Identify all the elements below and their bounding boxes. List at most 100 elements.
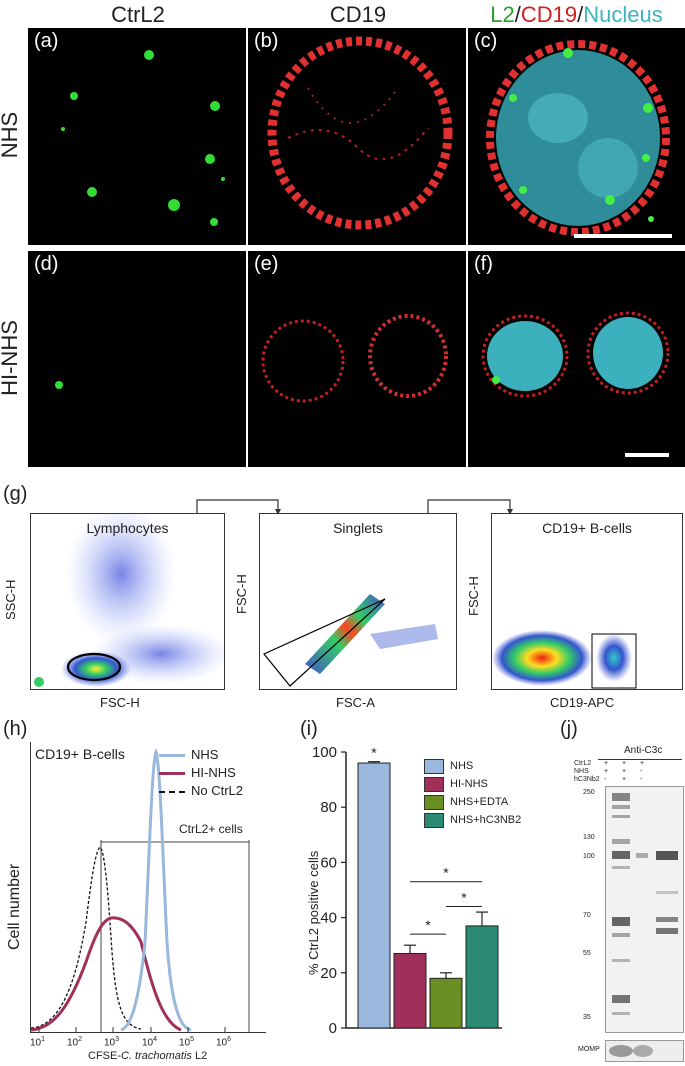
sig-bracket-hinhs-hc3nb2-star: * [443,865,449,881]
letter-e: (e) [254,253,279,275]
gating-arrows [196,499,513,515]
xtick-6: 106 [216,1036,232,1049]
legend-label-no-ctrl2: No CtrL2 [191,783,244,798]
blot-membrane [605,786,684,1033]
letter-g: (g) [3,483,28,505]
header-merge: L2/CD19/Nucleus [468,2,685,28]
blot-title-line [598,759,682,760]
bar-chart: 0 20 40 60 80 100 * * * * [312,744,502,1037]
gating-xlabel-2: FSC-A [336,695,375,710]
letter-a: (a) [34,30,59,52]
density-singlets [263,594,438,687]
blot-row-nhs: NHS + + - [574,768,643,775]
panel-a-image [61,50,225,226]
panel-a-ctrl2-nhs: (a) [28,28,246,245]
bar-ytick-label-20: 20 [320,965,337,982]
bar-ytick-label-60: 60 [320,854,337,871]
panel-d-ctrl2-hi-nhs: (d) [28,251,246,467]
panel-b-cd19-nhs: (b) [248,28,466,245]
sig-star-nhs: * [371,745,377,761]
xtick-1: 101 [30,1036,46,1049]
row-label-nhs: NHS [0,111,22,159]
bar-legend-hi-nhs: HI-NHS [424,775,521,793]
gating-plot-cd19: CD19+ B-cells [491,513,683,690]
blot-markers: 250 130 100 70 55 35 [583,786,603,1031]
letter-f: (f) [474,253,493,275]
histogram-xticks: 101 102 103 104 105 106 [30,1036,265,1050]
scale-bar-f [625,453,669,457]
histogram-legend: NHS HI-NHS No CtrL2 [159,746,243,800]
merge-sep-2: / [577,2,584,27]
legend-label-nhs: NHS [191,747,219,762]
xtick-2: 102 [67,1036,83,1049]
density-cd19 [492,630,637,689]
gating-title-singlets: Singlets [333,520,383,536]
panel-f-merge-hi-nhs: (f) [468,251,685,467]
bar-ytick-label-80: 80 [320,799,337,816]
legend-label-hi-nhs: HI-NHS [191,765,236,780]
bar-ytick-label-40: 40 [320,910,337,927]
sig-bracket-hinhs-edta-star: * [425,917,431,933]
histogram-gate-label: CtrL2+ cells [179,822,243,836]
bar-legend-nhs: NHS [424,757,521,775]
bar-ytick-label-100: 100 [312,744,337,761]
gating-title-cd19: CD19+ B-cells [542,520,632,536]
bar-nhs [357,762,391,1029]
gating-ylabel-1: SSC-H [3,579,18,620]
panel-f-image [481,311,670,457]
letter-i: (i) [300,718,318,740]
marker-35: 35 [583,1014,591,1021]
bar-nhs-hc3nb2 [465,925,499,1029]
blot-row-hc3nb2: hC3Nb2- + - [574,776,643,783]
xtick-3: 103 [104,1036,120,1049]
letter-d: (d) [34,253,59,275]
bar-nhs-edta [429,977,463,1029]
bar-legend-edta: NHS+EDTA [424,793,521,811]
bar-chart-ylabel: % CtrL2 positive cells [306,850,321,975]
letter-c: (c) [474,30,498,52]
panel-b-image [267,36,453,230]
bar-legend-hc3nb2: NHS+hC3NB2 [424,811,521,829]
gating-plot-singlets: Singlets [259,513,457,690]
bar-hi-nhs [393,952,427,1029]
panel-c-merge-nhs: (c) [468,28,685,245]
gating-title-lymphocytes: Lymphocytes [86,520,169,536]
xtick-4: 104 [142,1036,158,1049]
panel-e-cd19-hi-nhs: (e) [248,251,466,467]
merge-cd19: CD19 [520,2,578,27]
momp-bands [609,1045,653,1057]
merge-l2: L2 [490,2,515,27]
header-cd19: CD19 [329,2,387,27]
blot-momp-label: MOMP [578,1046,600,1053]
merge-nucleus: Nucleus [583,2,663,27]
marker-100: 100 [583,853,595,860]
density-lymphocytes [34,514,224,687]
panel-c-image [486,40,672,238]
header-ctrl2: CtrL2 [111,2,165,27]
blot-conditions: CtrL2 + + + NHS + + - hC3Nb2- + - [574,760,644,784]
bar-ytick-label-0: 0 [329,1020,337,1037]
gating-ylabel-3: FSC-H [466,576,481,616]
letter-h: (h) [3,718,28,740]
gating-xlabel-3: CD19-APC [550,695,615,710]
histogram-ylabel: Cell number [6,863,23,950]
legend-item-no-ctrl2: No CtrL2 [159,782,243,800]
blot-row-ctrl2: CtrL2 + + + [574,760,645,767]
marker-70: 70 [583,912,591,919]
panel-d-image [55,381,63,389]
merge-sep-1: / [514,2,521,27]
marker-55: 55 [583,950,591,957]
blot-bands [612,793,678,1015]
histogram-title: CD19+ B-cells [35,746,125,762]
gating-xlabel-1: FSC-H [100,695,140,710]
sig-bracket-edta-hc3nb2-star: * [461,890,467,906]
row-label-hi-nhs: HI-NHS [0,320,22,396]
xtick-5: 105 [179,1036,195,1049]
letter-j: (j) [560,718,578,740]
scale-bar-c [574,234,672,238]
legend-item-nhs: NHS [159,746,243,764]
blot-title: Anti-C3c [624,745,663,756]
histogram-xlabel: CFSE-C. trachomatis L2 [88,1050,208,1062]
legend-item-hi-nhs: HI-NHS [159,764,243,782]
gating-ylabel-2: FSC-H [234,574,249,614]
